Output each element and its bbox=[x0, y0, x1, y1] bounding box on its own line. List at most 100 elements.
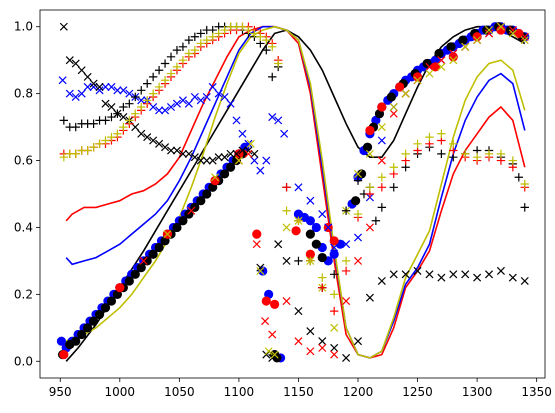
data-point bbox=[250, 149, 259, 158]
data-point bbox=[161, 106, 170, 115]
data-point bbox=[262, 45, 271, 55]
data-point bbox=[425, 69, 434, 78]
data-point bbox=[484, 270, 494, 279]
data-point bbox=[59, 153, 69, 162]
data-point bbox=[244, 139, 253, 148]
data-point bbox=[208, 82, 217, 91]
data-point bbox=[154, 82, 164, 92]
data-point bbox=[434, 48, 444, 59]
data-point bbox=[341, 206, 351, 215]
data-point bbox=[377, 183, 387, 192]
data-point bbox=[389, 163, 398, 172]
data-point bbox=[196, 196, 206, 206]
data-point bbox=[365, 125, 375, 136]
data-point bbox=[448, 52, 458, 62]
data-point bbox=[342, 240, 351, 249]
data-point bbox=[166, 52, 176, 62]
series-circle-black bbox=[58, 22, 527, 363]
data-point bbox=[282, 223, 291, 232]
data-point bbox=[250, 29, 259, 38]
data-point bbox=[252, 240, 261, 249]
data-point bbox=[422, 58, 432, 69]
data-point bbox=[172, 45, 182, 55]
data-point bbox=[386, 92, 396, 102]
data-point bbox=[184, 149, 193, 158]
data-point bbox=[178, 42, 188, 51]
data-point bbox=[115, 283, 125, 293]
series-line-red bbox=[65, 25, 526, 359]
data-point bbox=[202, 189, 212, 199]
data-point bbox=[330, 350, 339, 359]
data-point bbox=[148, 249, 158, 259]
data-point bbox=[100, 303, 111, 313]
data-point bbox=[190, 92, 199, 102]
data-point bbox=[59, 349, 69, 360]
data-point bbox=[107, 112, 116, 122]
data-point bbox=[101, 82, 110, 91]
data-point bbox=[318, 337, 327, 346]
series-line-black bbox=[65, 25, 526, 362]
data-point bbox=[178, 55, 188, 65]
data-point bbox=[139, 256, 148, 265]
data-point bbox=[437, 129, 446, 138]
data-point bbox=[305, 229, 315, 239]
x-tick-label: 1200 bbox=[343, 385, 374, 399]
data-point bbox=[77, 66, 86, 75]
data-point bbox=[268, 330, 277, 339]
data-point bbox=[458, 35, 468, 45]
data-point bbox=[214, 29, 223, 38]
data-point bbox=[449, 139, 458, 149]
data-point bbox=[125, 116, 134, 125]
data-point bbox=[95, 82, 104, 91]
data-point bbox=[232, 116, 241, 125]
data-point bbox=[220, 92, 229, 102]
data-point bbox=[107, 132, 116, 142]
data-point bbox=[282, 256, 291, 265]
data-point bbox=[131, 92, 140, 102]
data-point bbox=[437, 62, 446, 71]
data-point bbox=[329, 306, 339, 316]
data-point bbox=[88, 316, 99, 326]
data-point bbox=[246, 139, 255, 148]
data-point bbox=[71, 92, 80, 102]
data-point bbox=[89, 82, 98, 91]
data-point bbox=[71, 122, 80, 132]
data-point bbox=[282, 297, 291, 306]
data-point bbox=[505, 25, 516, 35]
data-point bbox=[341, 256, 351, 266]
data-point bbox=[148, 72, 158, 82]
data-point bbox=[238, 22, 247, 31]
data-point bbox=[149, 136, 158, 145]
data-point bbox=[262, 350, 271, 359]
data-point bbox=[262, 35, 271, 45]
data-point bbox=[214, 89, 223, 98]
data-point bbox=[210, 176, 220, 186]
data-point bbox=[306, 196, 315, 205]
data-point bbox=[318, 283, 327, 292]
data-point bbox=[318, 273, 327, 282]
data-point bbox=[294, 183, 303, 192]
data-point bbox=[160, 59, 170, 68]
data-point bbox=[131, 123, 140, 132]
data-point bbox=[413, 139, 422, 149]
data-point bbox=[389, 102, 398, 112]
data-point bbox=[306, 347, 315, 356]
data-point bbox=[329, 270, 339, 279]
data-point bbox=[232, 149, 241, 158]
data-point bbox=[95, 86, 104, 95]
data-point bbox=[142, 96, 152, 105]
data-point bbox=[250, 156, 259, 165]
data-point bbox=[268, 42, 277, 51]
data-point bbox=[65, 56, 74, 65]
data-point bbox=[172, 222, 182, 233]
data-point bbox=[119, 102, 128, 112]
data-point bbox=[514, 173, 523, 182]
data-point bbox=[136, 263, 146, 273]
data-point bbox=[365, 183, 375, 192]
data-point bbox=[225, 162, 236, 172]
data-point bbox=[119, 113, 128, 122]
data-point bbox=[412, 72, 423, 82]
data-point bbox=[449, 270, 458, 279]
data-point bbox=[172, 146, 181, 155]
